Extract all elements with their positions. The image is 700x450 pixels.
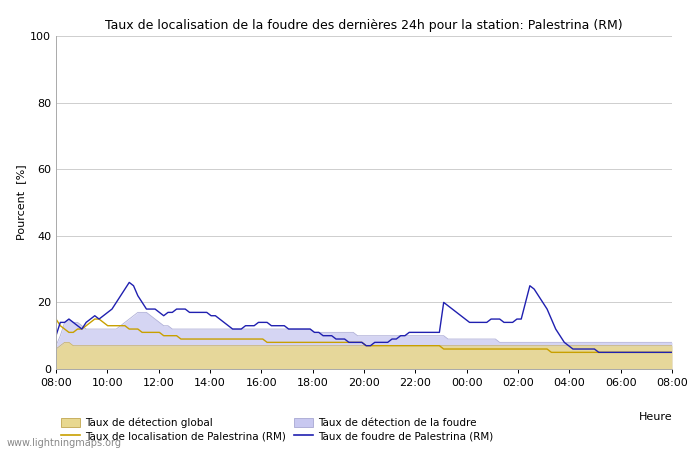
Title: Taux de localisation de la foudre des dernières 24h pour la station: Palestrina : Taux de localisation de la foudre des de… <box>105 19 623 32</box>
Y-axis label: Pourcent  [%]: Pourcent [%] <box>16 165 26 240</box>
Text: www.lightningmaps.org: www.lightningmaps.org <box>7 438 122 448</box>
Legend: Taux de détection global, Taux de localisation de Palestrina (RM), Taux de détec: Taux de détection global, Taux de locali… <box>61 418 494 441</box>
Text: Heure: Heure <box>638 412 672 422</box>
